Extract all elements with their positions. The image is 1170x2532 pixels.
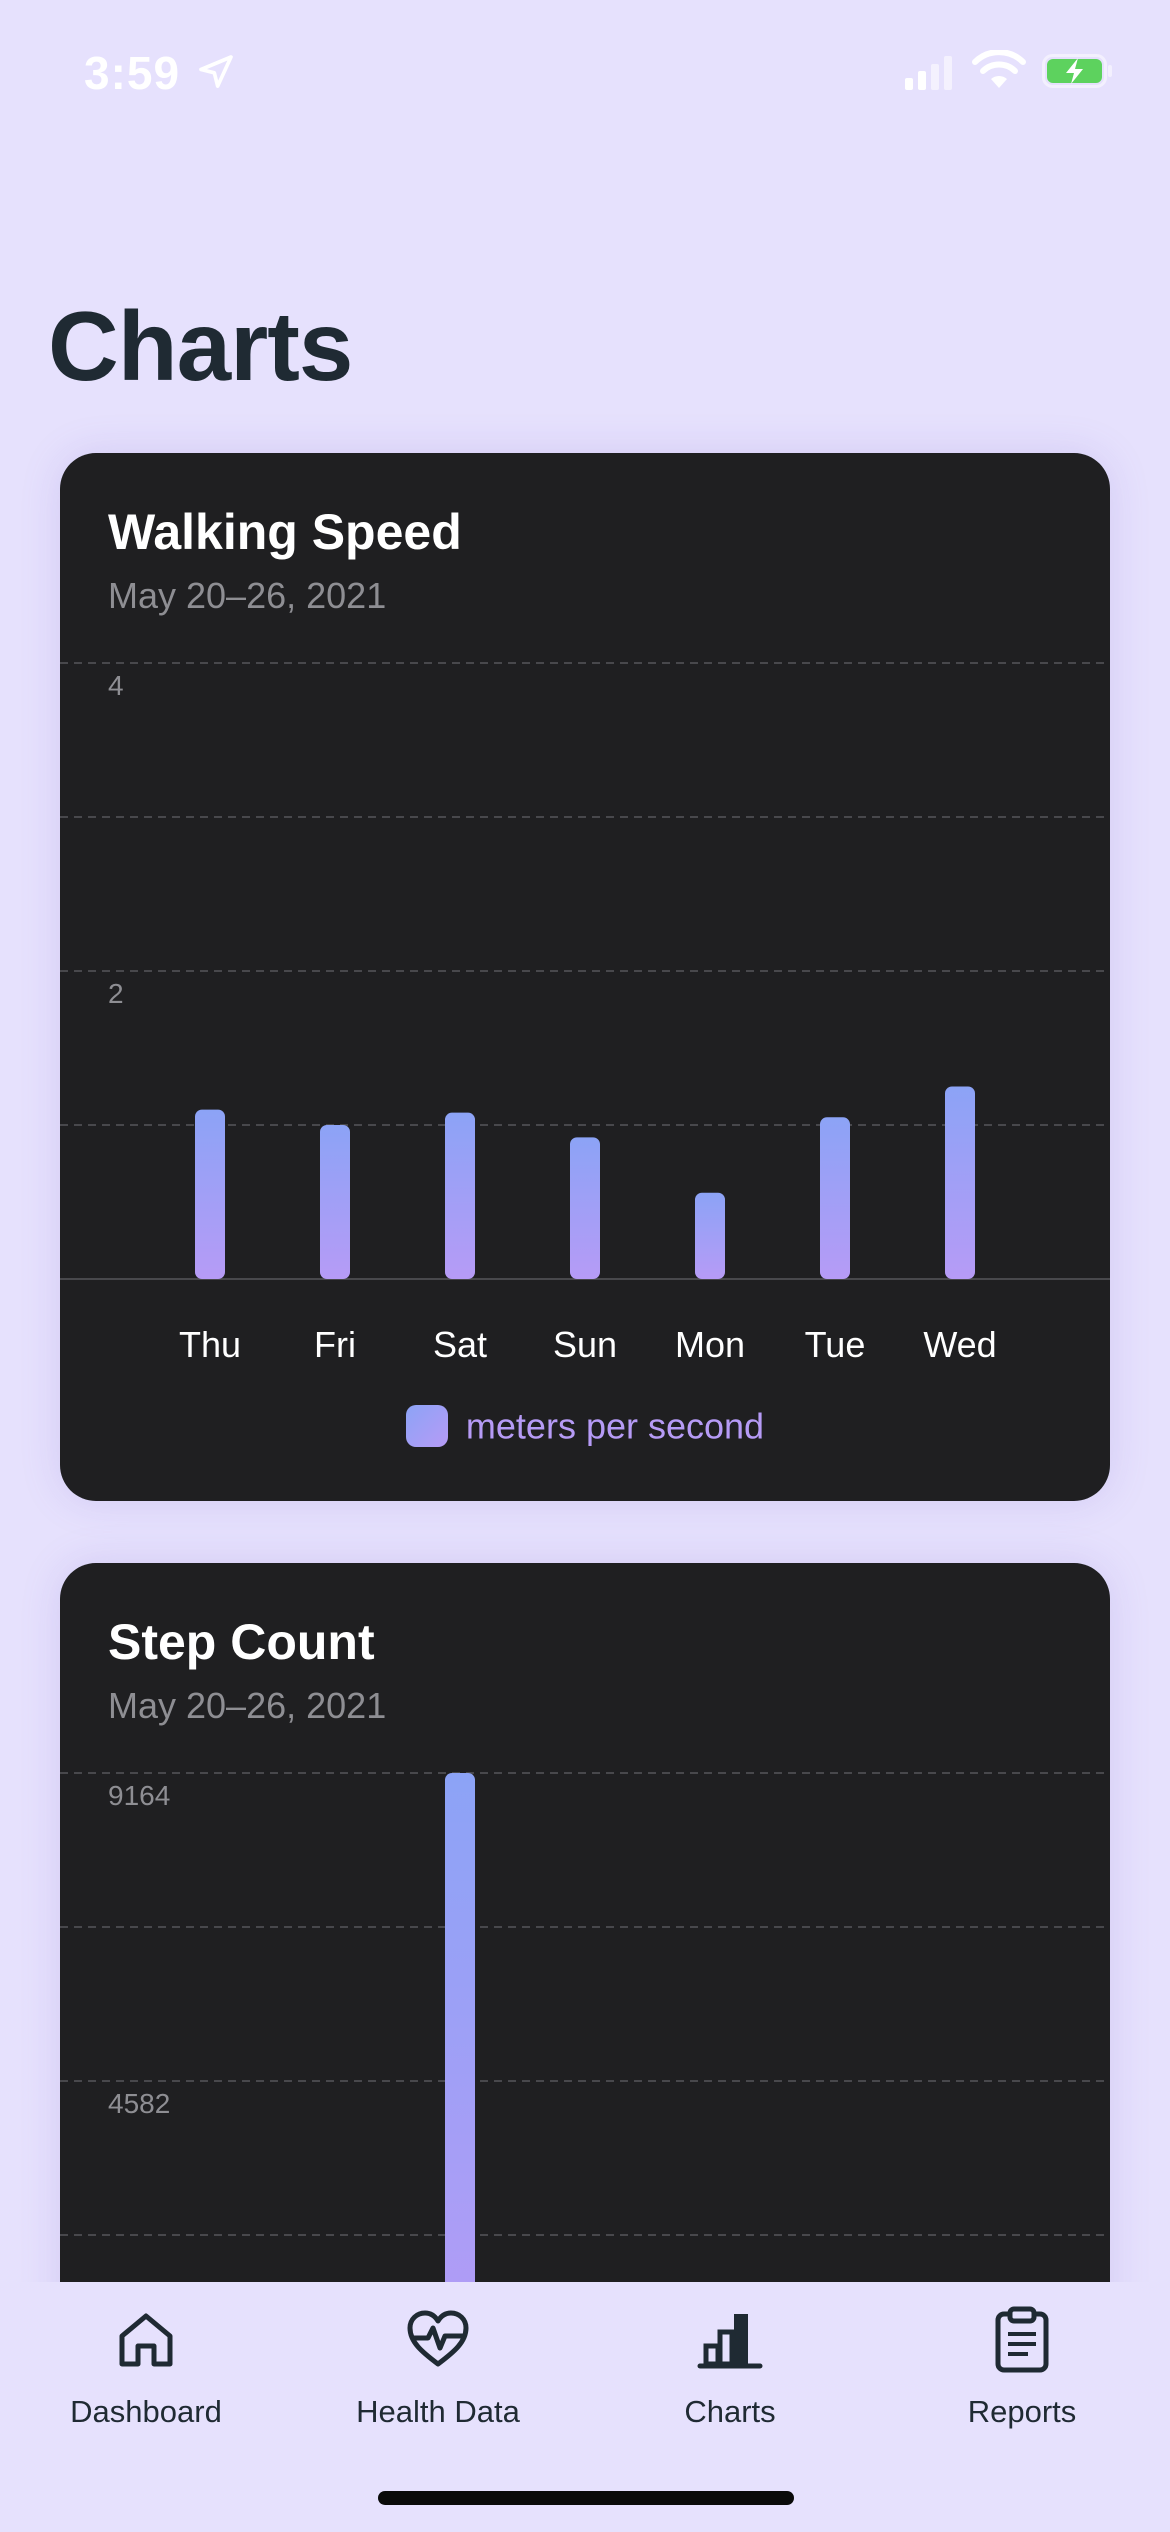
bar-sat[interactable] (445, 1773, 475, 2389)
chart-legend: meters per second (60, 1403, 1110, 1448)
chart-subtitle: May 20–26, 2021 (108, 1685, 387, 1726)
walking-speed-card[interactable]: Walking Speed May 20–26, 2021 4 2 Thu Fri Sa… (60, 453, 1110, 1501)
tab-charts[interactable]: Charts (584, 2306, 876, 2430)
x-tick-label: Mon (675, 1324, 745, 1365)
y-tick-label: 4582 (108, 2088, 170, 2119)
chart-title: Walking Speed (108, 504, 462, 560)
bar-thu[interactable] (195, 1109, 225, 1279)
home-indicator[interactable] (378, 2491, 794, 2505)
location-arrow-icon (199, 55, 233, 88)
x-tick-label: Thu (179, 1324, 241, 1365)
status-time: 3:59 (84, 47, 181, 99)
cellular-signal-icon (905, 56, 952, 90)
house-icon (119, 2313, 173, 2367)
tab-label: Reports (967, 2394, 1077, 2429)
bar-fri[interactable] (320, 1125, 350, 1279)
x-tick-label: Sat (433, 1324, 487, 1365)
x-tick-label: Fri (314, 1324, 356, 1365)
tab-reports[interactable]: Reports (876, 2306, 1168, 2430)
status-bar: 3:59 (0, 0, 1170, 140)
walking-speed-chart: 4 2 Thu Fri Sat Sun Mon Tue Wed (60, 662, 1110, 1365)
bar-tue[interactable] (820, 1117, 850, 1279)
tab-health-data[interactable]: Health Data (292, 2306, 584, 2430)
tab-label: Charts (684, 2394, 776, 2429)
chart-subtitle: May 20–26, 2021 (108, 575, 387, 616)
x-tick-label: Tue (805, 1324, 866, 1365)
y-tick-label: 4 (108, 670, 124, 701)
bar-mon[interactable] (695, 1192, 725, 1279)
tab-label: Dashboard (70, 2394, 222, 2429)
legend-label: meters per second (465, 1405, 765, 1447)
page-title: Charts (48, 291, 353, 401)
tab-bar: Dashboard Health Data Charts (0, 2282, 1170, 2532)
bar-sat[interactable] (445, 1112, 475, 1279)
tab-label: Health Data (356, 2394, 520, 2429)
x-tick-label: Sun (553, 1324, 617, 1365)
battery-charging-icon (1042, 54, 1112, 88)
chart-title: Step Count (108, 1614, 375, 1670)
clipboard-icon (995, 2306, 1049, 2373)
wifi-icon (972, 50, 1026, 88)
bar-chart-icon (697, 2314, 763, 2369)
y-tick-label: 2 (108, 978, 124, 1009)
tab-dashboard[interactable]: Dashboard (0, 2306, 292, 2430)
x-tick-label: Wed (923, 1324, 996, 1365)
y-tick-label: 9164 (108, 1780, 170, 1811)
legend-swatch (405, 1405, 448, 1448)
bar-wed[interactable] (945, 1086, 975, 1280)
heart-pulse-icon (407, 2310, 469, 2367)
bar-sun[interactable] (570, 1137, 600, 1279)
